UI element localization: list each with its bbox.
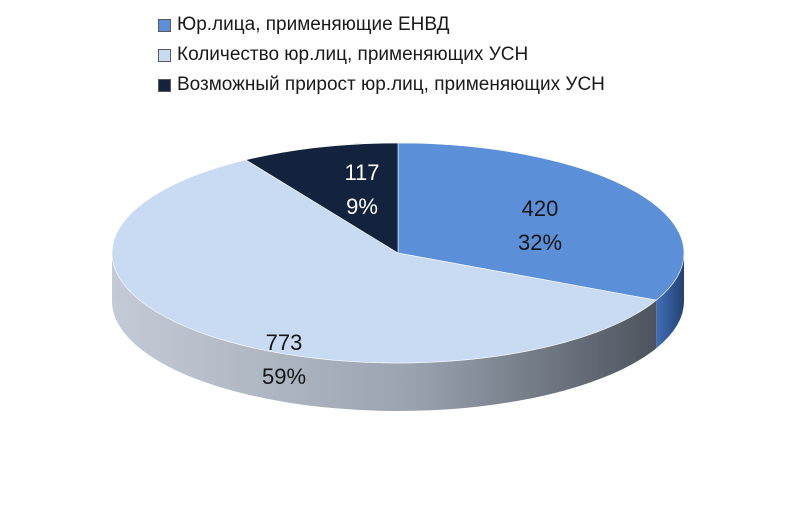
legend-label-growth: Возможный прирост юр.лиц, применяющих УС…: [177, 74, 605, 95]
data-label-percent-envd: 32%: [518, 230, 562, 255]
data-label-percent-usn: 59%: [262, 364, 306, 389]
legend-swatch-growth: [158, 78, 171, 92]
legend-swatch-envd: [158, 18, 171, 32]
pie-side-usn: [112, 253, 657, 411]
legend-item-envd: Юр.лица, применяющие ЕНВД: [158, 10, 605, 40]
chart-legend: Юр.лица, применяющие ЕНВД Количество юр.…: [158, 10, 605, 100]
pie-slices: [111, 142, 685, 364]
data-label-value-envd: 420: [522, 196, 559, 221]
legend-swatch-usn: [158, 48, 171, 62]
data-label-value-growth: 117: [344, 160, 379, 185]
legend-item-usn: Количество юр.лиц, применяющих УСН: [158, 40, 605, 70]
legend-label-usn: Количество юр.лиц, применяющих УСН: [177, 44, 529, 65]
data-label-value-usn: 773: [266, 330, 303, 355]
legend-item-growth: Возможный прирост юр.лиц, применяющих УС…: [158, 70, 605, 100]
pie-side-envd: [656, 253, 684, 349]
pie-side-walls: [112, 253, 684, 411]
pie-slice-growth: [245, 142, 399, 254]
pie-data-labels: 420 32% 773 59% 117 9%: [262, 160, 562, 389]
data-label-percent-growth: 9%: [346, 194, 378, 219]
pie-slice-envd: [397, 142, 685, 301]
pie-slice-usn: [111, 159, 658, 364]
legend-label-envd: Юр.лица, применяющие ЕНВД: [177, 14, 450, 35]
